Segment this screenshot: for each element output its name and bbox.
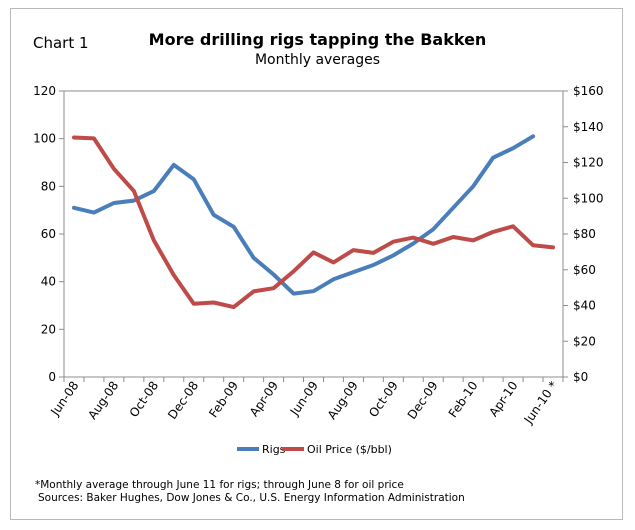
x-tick-label: Aug-09 (325, 379, 361, 422)
right-tick-label: $80 (573, 227, 596, 241)
chart-subtitle: Monthly averages (254, 52, 381, 68)
left-tick-label: 20 (41, 322, 56, 336)
sources-text: Sources: Baker Hughes, Dow Jones & Co., … (38, 492, 465, 504)
right-tick-label: $120 (573, 156, 604, 170)
left-tick-label: 120 (33, 84, 56, 98)
legend-rigs-label: Rigs (262, 443, 286, 456)
x-axis-ticks: Jun-08 Aug-08 Oct-08 Dec-08 Feb-09 Apr-09 Jun-… (47, 377, 564, 427)
footnote-block: *Monthly average through June 11 for rig… (35, 479, 615, 505)
right-axis-ticks: $0 $20 $40 $60 $80 $100 $120 $140 $160 (563, 84, 604, 384)
series-lines (72, 134, 555, 310)
right-tick-label: $60 (573, 263, 596, 277)
x-tick-label: Aug-08 (85, 379, 121, 422)
rigs-line (72, 134, 536, 296)
right-tick-label: $100 (573, 191, 604, 205)
footnote-text: *Monthly average through June 11 for rig… (35, 479, 404, 491)
right-tick-label: $160 (573, 84, 604, 98)
chart-label: Chart 1 (33, 34, 89, 52)
right-tick-label: $140 (573, 120, 604, 134)
x-tick-label: Oct-08 (127, 379, 162, 420)
x-tick-label: Jun-09 (287, 379, 321, 419)
x-tick-label: Apr-09 (247, 379, 281, 419)
left-tick-label: 0 (48, 370, 56, 384)
x-tick-label: Feb-10 (446, 379, 481, 421)
legend-oil-price-label: Oil Price ($/bbl) (307, 443, 392, 456)
left-tick-label: 80 (41, 179, 56, 193)
right-tick-label: $0 (573, 370, 588, 384)
x-tick-label: Dec-08 (165, 379, 201, 422)
right-tick-label: $40 (573, 299, 596, 313)
chart-title: More drilling rigs tapping the Bakken (148, 30, 487, 49)
x-tick-label: Apr-10 (486, 379, 520, 419)
oil-price-line (72, 135, 555, 310)
left-tick-label: 60 (41, 227, 56, 241)
left-tick-label: 100 (33, 132, 56, 146)
legend: Rigs Oil Price ($/bbl) (237, 443, 392, 456)
right-tick-label: $20 (573, 334, 596, 348)
x-tick-label: Oct-09 (366, 379, 401, 420)
x-tick-label: Jun-10 * (521, 379, 561, 427)
chart-frame (10, 8, 623, 520)
left-axis-ticks: 0 20 40 60 80 100 120 (33, 84, 64, 384)
x-tick-label: Dec-09 (405, 379, 441, 422)
x-tick-label: Feb-09 (206, 379, 241, 421)
left-tick-label: 40 (41, 275, 56, 289)
x-tick-label: Jun-08 (47, 379, 81, 419)
